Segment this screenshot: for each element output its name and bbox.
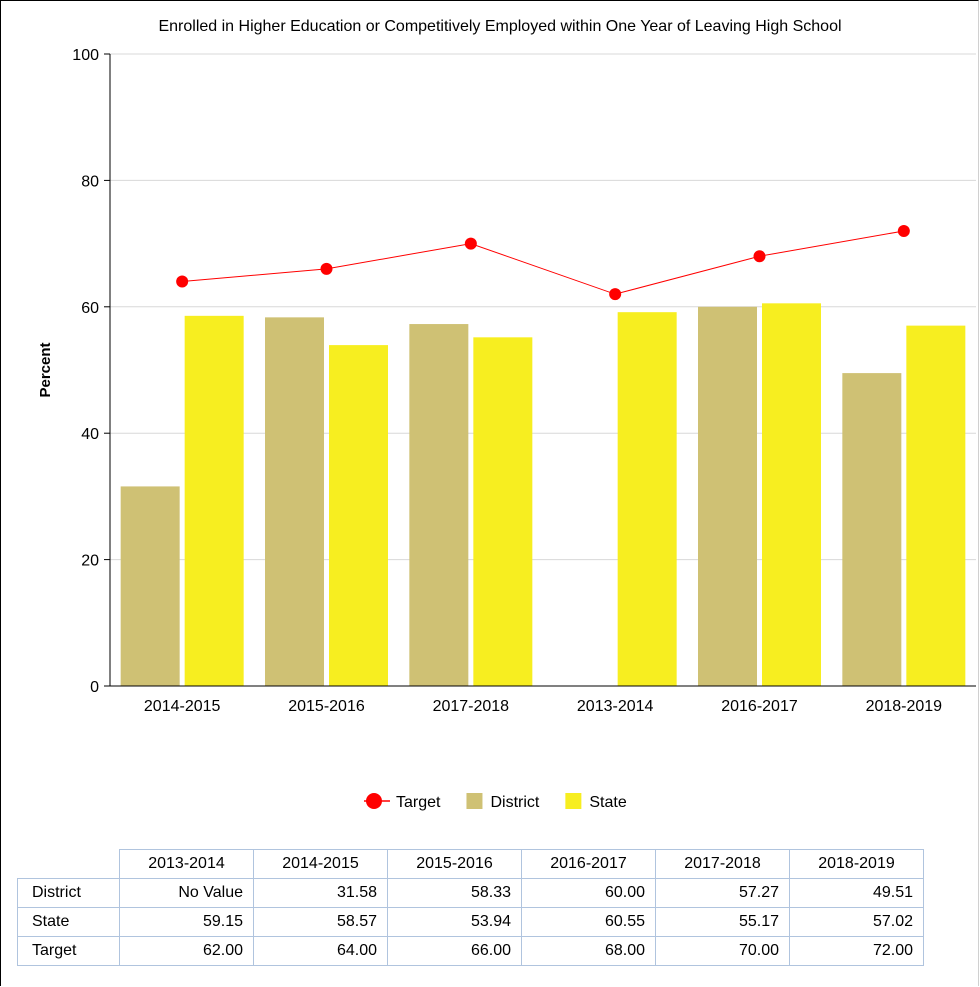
table-cell: 72.00 bbox=[789, 936, 924, 966]
chart-title: Enrolled in Higher Education or Competit… bbox=[158, 18, 841, 35]
table-column-header: 2013-2014 bbox=[119, 849, 254, 879]
y-tick-label: 40 bbox=[81, 426, 99, 443]
bar-district bbox=[698, 306, 757, 686]
target-line bbox=[182, 230, 904, 295]
target-point bbox=[464, 237, 477, 250]
table-cell: 62.00 bbox=[119, 936, 254, 966]
table-cell: 57.27 bbox=[655, 878, 790, 908]
axes: 0 20 40 60 80 100 2014-2015 2015-2016 2017-2018 2… bbox=[72, 47, 976, 715]
x-tick-label: 2014-2015 bbox=[144, 698, 221, 715]
x-tick-label: 2013-2014 bbox=[577, 698, 654, 715]
table-cell: 31.58 bbox=[253, 878, 388, 908]
table-header-row: 2013-2014 2014-2015 2015-2016 2016-2017 2017… bbox=[17, 849, 924, 879]
target-line-series bbox=[176, 224, 910, 301]
table-cell: 60.55 bbox=[521, 907, 656, 937]
bar-state bbox=[762, 303, 821, 686]
table-row-label: District bbox=[17, 878, 120, 908]
table-row-label: Target bbox=[17, 936, 120, 966]
table-cell: 70.00 bbox=[655, 936, 790, 966]
table-row: Target 62.00 64.00 66.00 68.00 70.00 72.00 bbox=[17, 936, 924, 966]
y-tick-label: 20 bbox=[81, 553, 99, 570]
table-cell: 49.51 bbox=[789, 878, 924, 908]
target-point bbox=[176, 275, 189, 288]
table-row: State 59.15 58.57 53.94 60.55 55.17 57.02 bbox=[17, 907, 924, 937]
x-tick-label: 2018-2019 bbox=[866, 698, 943, 715]
target-point bbox=[320, 262, 333, 275]
y-tick-label: 60 bbox=[81, 300, 99, 317]
x-tick-label: 2016-2017 bbox=[721, 698, 798, 715]
legend-district-swatch bbox=[466, 793, 483, 809]
bar-district bbox=[409, 324, 469, 686]
table-column-header: 2014-2015 bbox=[253, 849, 388, 879]
target-point bbox=[609, 288, 622, 301]
bar-state bbox=[617, 312, 677, 686]
x-tick-label: 2017-2018 bbox=[433, 698, 510, 715]
bar-state bbox=[906, 325, 966, 686]
bar-state bbox=[473, 337, 533, 686]
gridlines bbox=[110, 53, 976, 561]
target-point bbox=[753, 250, 766, 263]
table-row: District No Value 31.58 58.33 60.00 57.27 49.5… bbox=[17, 878, 924, 908]
bar-district bbox=[265, 317, 324, 686]
legend-district-label: District bbox=[490, 794, 539, 811]
data-table: 2013-2014 2014-2015 2015-2016 2016-2017 2017… bbox=[17, 849, 924, 966]
bar-state bbox=[184, 315, 244, 686]
y-axis-label: Percent bbox=[37, 342, 54, 397]
legend-target-marker bbox=[366, 793, 382, 809]
y-tick-label: 0 bbox=[90, 679, 99, 696]
chart-svg: Enrolled in Higher Education or Competit… bbox=[37, 18, 976, 811]
table-cell: 53.94 bbox=[387, 907, 522, 937]
legend-state-label: State bbox=[589, 794, 626, 811]
y-tick-label: 80 bbox=[81, 173, 99, 190]
table-column-header: 2016-2017 bbox=[521, 849, 656, 879]
bar-district bbox=[842, 373, 902, 686]
table-cell: 60.00 bbox=[521, 878, 656, 908]
table-column-header: 2018-2019 bbox=[789, 849, 924, 879]
legend-state-swatch bbox=[565, 793, 582, 809]
table-cell: 58.33 bbox=[387, 878, 522, 908]
table-body: District No Value 31.58 58.33 60.00 57.27 49.5… bbox=[17, 878, 924, 966]
bars bbox=[120, 303, 966, 686]
table-cell: 68.00 bbox=[521, 936, 656, 966]
table-column-header: 2017-2018 bbox=[655, 849, 790, 879]
legend-target-label: Target bbox=[396, 794, 441, 811]
table-cell: 64.00 bbox=[253, 936, 388, 966]
legend: Target District State bbox=[364, 793, 627, 811]
table-cell: 58.57 bbox=[253, 907, 388, 937]
target-point bbox=[897, 224, 910, 237]
y-tick-label: 100 bbox=[72, 47, 99, 64]
table-corner-cell bbox=[17, 849, 120, 879]
bar-district bbox=[120, 486, 180, 686]
table-cell: No Value bbox=[119, 878, 254, 908]
table-cell: 59.15 bbox=[119, 907, 254, 937]
table-cell: 57.02 bbox=[789, 907, 924, 937]
table-row-label: State bbox=[17, 907, 120, 937]
table-cell: 55.17 bbox=[655, 907, 790, 937]
x-tick-label: 2015-2016 bbox=[288, 698, 365, 715]
table-column-header: 2015-2016 bbox=[387, 849, 522, 879]
table-cell: 66.00 bbox=[387, 936, 522, 966]
bar-state bbox=[329, 345, 388, 686]
